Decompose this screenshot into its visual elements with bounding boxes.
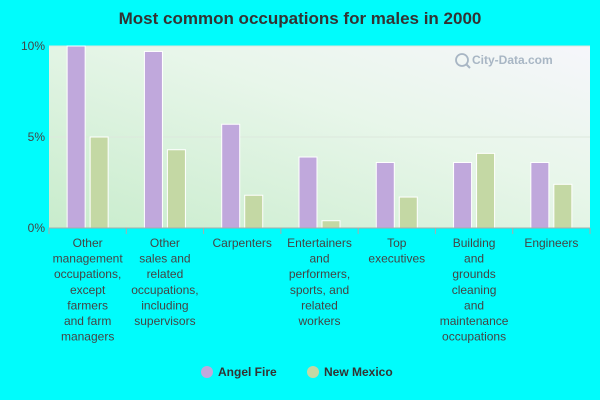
bar-new-mexico[interactable] [553, 183, 573, 229]
watermark-search-icon-handle [465, 63, 471, 69]
bar-new-mexico[interactable] [398, 196, 418, 229]
legend-label: New Mexico [324, 365, 393, 379]
legend-marker [201, 366, 213, 378]
watermark-search-icon [455, 53, 469, 67]
bar-new-mexico[interactable] [321, 220, 341, 229]
legend-label: Angel Fire [218, 365, 277, 379]
bar-new-mexico[interactable] [166, 149, 186, 229]
x-tick-label: Carpenters [213, 236, 272, 250]
x-tick-label: Top executives [368, 236, 425, 266]
bar-new-mexico[interactable] [89, 136, 109, 229]
y-tick-label: 0% [28, 221, 46, 235]
bar-angel-fire[interactable] [375, 161, 395, 229]
x-tick-label: Entertainers and performers, sports, and rel… [287, 236, 352, 328]
bar-new-mexico[interactable] [476, 152, 496, 229]
legend-marker [307, 366, 319, 378]
bar-new-mexico[interactable] [244, 194, 264, 229]
chart-title: Most common occupations for males in 200… [119, 9, 482, 28]
bar-angel-fire[interactable] [221, 123, 241, 229]
x-tick-label: Other sales and related occupations, includi… [131, 236, 198, 328]
bar-angel-fire[interactable] [453, 161, 473, 229]
bar-angel-fire[interactable] [143, 50, 163, 229]
x-tick-label: Building and grounds cleaning and maintenance… [440, 236, 509, 344]
y-tick-label: 5% [28, 130, 46, 144]
x-tick-label: Engineers [524, 236, 578, 250]
x-tick-label: Other management occupations, except farmers… [53, 236, 124, 344]
bar-angel-fire[interactable] [298, 156, 318, 229]
watermark: City-Data.com [455, 53, 553, 69]
legend: Angel Fire New Mexico [201, 365, 393, 379]
y-tick-label: 10% [21, 39, 45, 53]
bar-angel-fire[interactable] [530, 161, 550, 229]
bar-angel-fire[interactable] [66, 45, 86, 229]
watermark-text: City-Data.com [472, 53, 553, 67]
